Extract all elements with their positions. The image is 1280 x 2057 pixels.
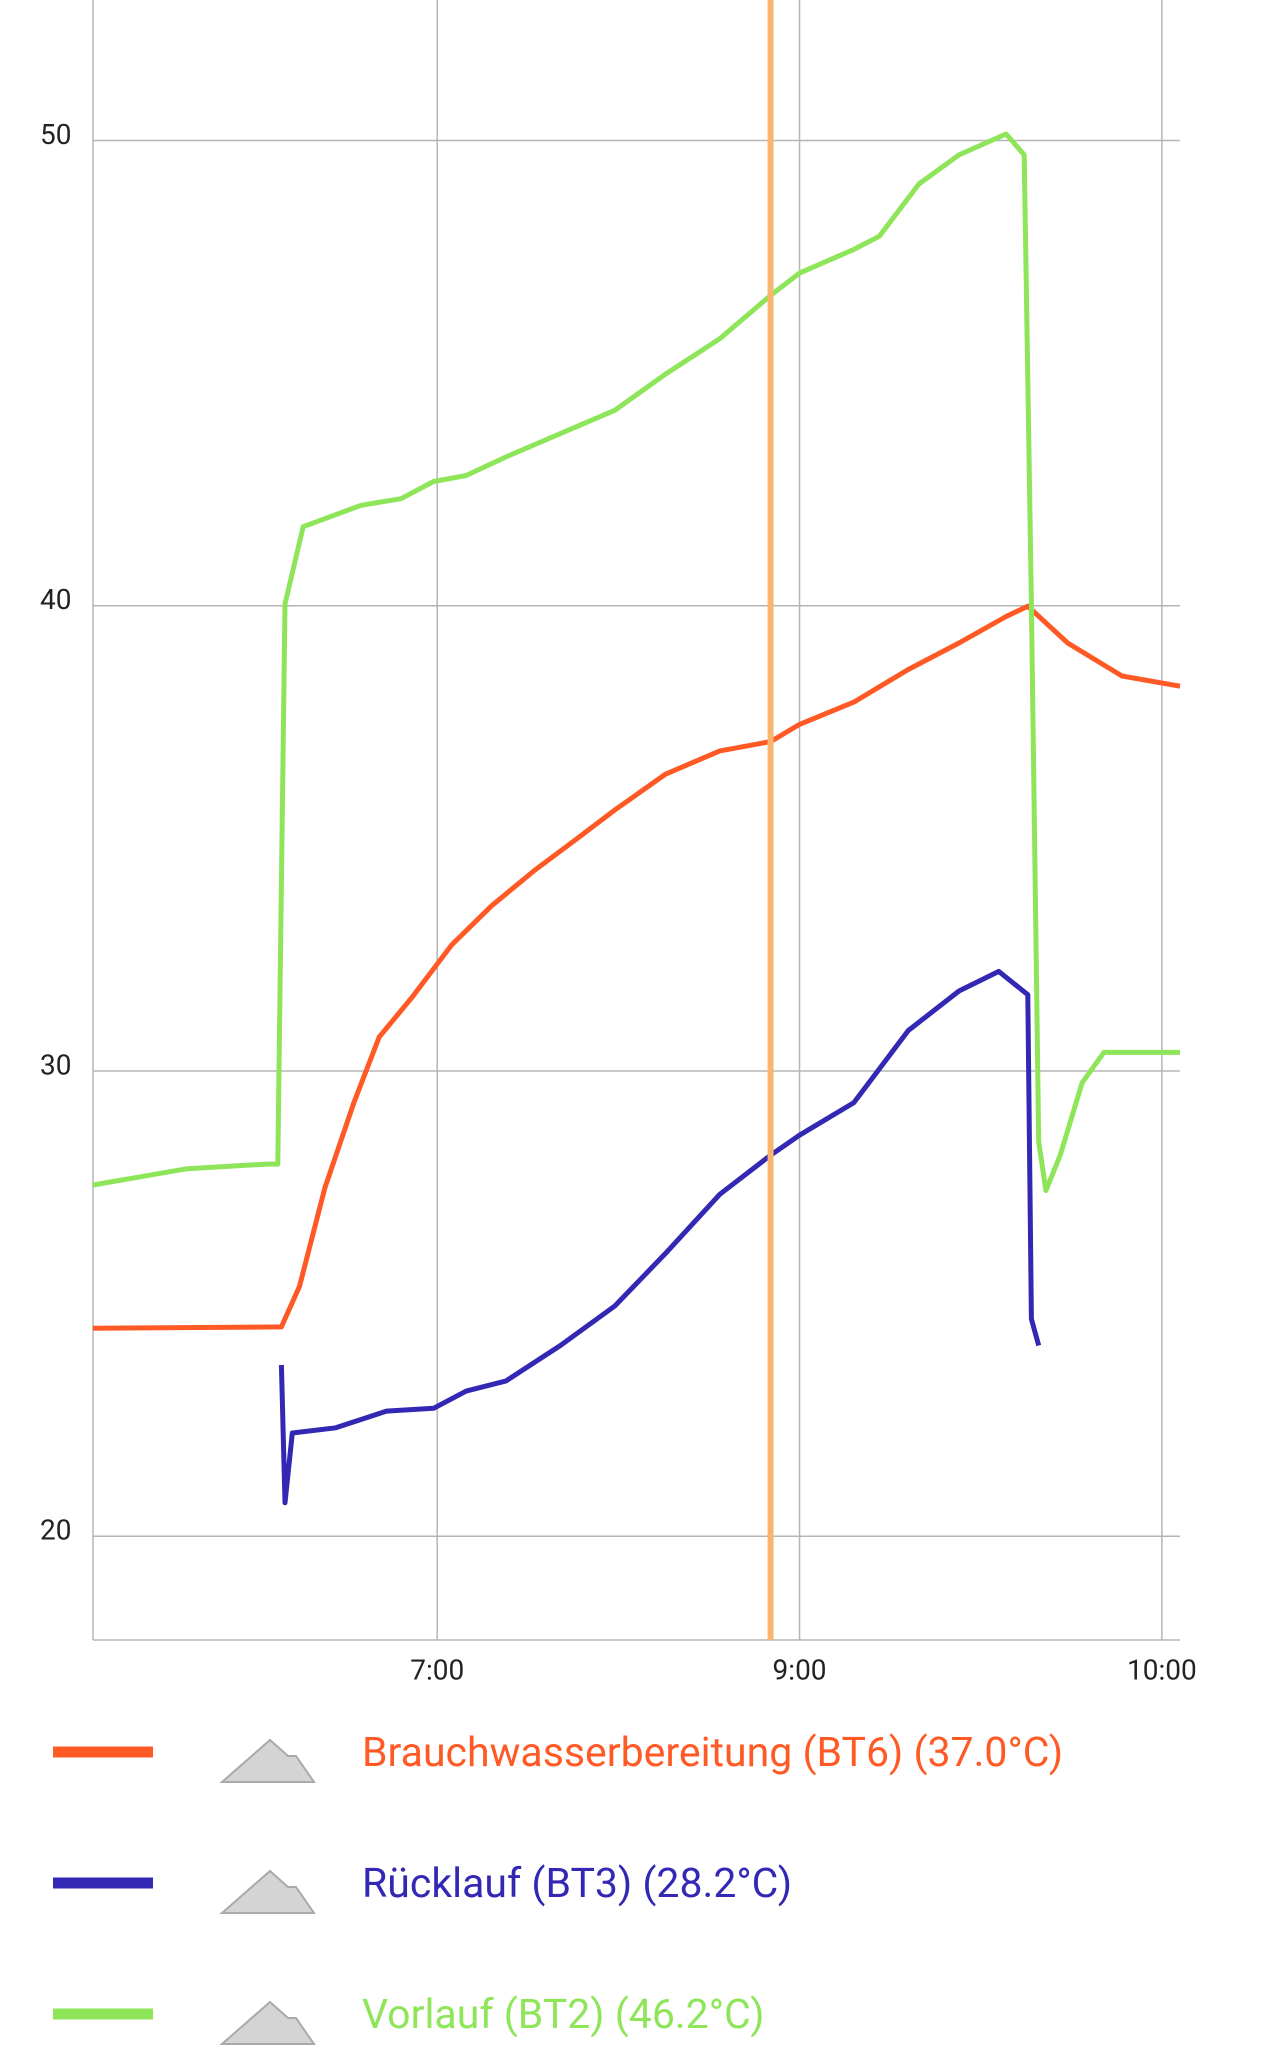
legend-icon (219, 1869, 316, 1914)
legend-label: Rücklauf (BT3) (28.2°C) (362, 1860, 792, 1908)
legend-icon (219, 2000, 316, 2045)
legend-label: Vorlauf (BT2) (46.2°C) (362, 1991, 764, 2039)
series-line (92, 603, 1181, 1331)
x-tick-label: 9:00 (773, 1653, 827, 1686)
y-tick-label: 20 (40, 1514, 71, 1547)
y-tick-label: 50 (40, 118, 71, 151)
y-tick-label: 30 (40, 1048, 71, 1081)
series-line (278, 968, 1042, 1506)
series-line (92, 131, 1180, 1194)
legend-label: Brauchwasserbereitung (BT6) (37.0°C) (362, 1729, 1063, 1777)
x-tick-label: 10:00 (1127, 1653, 1197, 1686)
x-tick-label: 7:00 (410, 1653, 464, 1686)
legend-icon (219, 1738, 316, 1783)
y-tick-label: 40 (40, 583, 71, 616)
